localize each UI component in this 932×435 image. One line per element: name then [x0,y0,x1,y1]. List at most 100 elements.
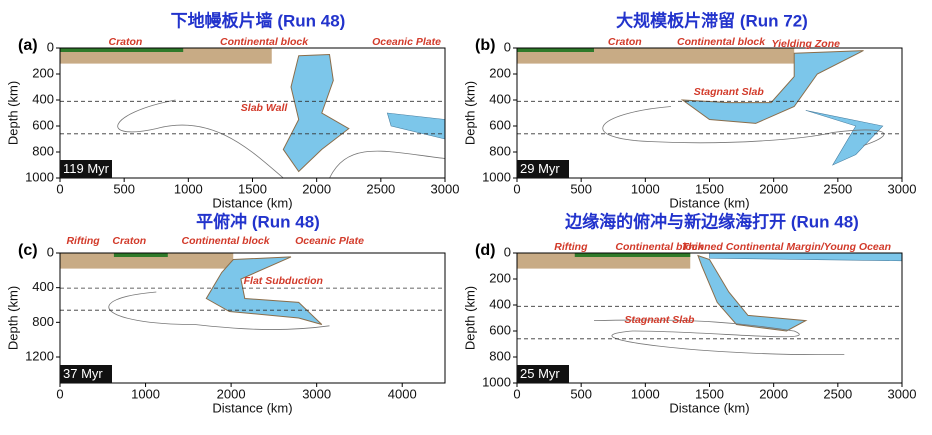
y-axis-label: Depth (km) [462,286,477,350]
x-axis-label: Distance (km) [669,195,749,210]
time-box [517,365,569,383]
panel: 平俯冲 (Run 48) (c) 0 1000 2000 3000 4000 0 400 800 1… [5,211,446,415]
mantle-outline [108,291,330,330]
mantle-outline [117,99,446,179]
y-tick-label: 800 [32,143,54,158]
craton [113,253,168,257]
y-tick-label: 800 [489,348,511,363]
x-tick-label: 3000 [888,386,917,401]
y-tick-label: 400 [489,296,511,311]
slab [680,50,864,124]
craton [574,253,691,257]
x-tick-label: 1000 [631,181,660,196]
mantle-outline [602,106,885,146]
x-tick-label: 1500 [695,181,724,196]
x-tick-label: 2500 [823,181,852,196]
time-label: 25 Myr [520,366,560,381]
panel-letter: (a) [18,37,38,54]
y-tick-label: 800 [32,314,54,329]
y-tick-label: 600 [489,322,511,337]
x-axis-label: Distance (km) [212,195,292,210]
mantle-outline [593,319,845,356]
y-tick-label: 200 [489,65,511,80]
crust [60,253,234,269]
panel-title: 下地幔板片墙 (Run 48) [171,10,346,30]
annotation: Rifting [66,235,100,247]
x-tick-label: 4000 [388,386,417,401]
annotation: Craton [608,36,642,48]
x-tick-label: 500 [113,181,135,196]
y-tick-label: 1000 [25,169,54,184]
x-tick-label: 1500 [695,386,724,401]
time-label: 119 Myr [63,161,110,176]
x-tick-label: 2000 [759,181,788,196]
y-tick-label: 800 [489,143,511,158]
annotation: Oceanic Plate [372,36,441,48]
y-tick-label: 0 [504,39,511,54]
craton [60,48,184,52]
x-tick-label: 0 [56,181,63,196]
panel-letter: (c) [18,242,38,259]
annotation: Continental block [182,235,271,247]
x-tick-label: 3000 [431,181,460,196]
x-tick-label: 1000 [131,386,160,401]
annotation: Craton [112,235,146,247]
y-tick-label: 0 [47,39,54,54]
annotation: Thinned Continental Margin/Young Ocean [682,241,891,253]
annotation: Stagnant Slab [694,86,765,98]
y-axis-label: Depth (km) [5,81,20,145]
time-box [60,365,112,383]
craton [517,48,594,52]
y-tick-label: 200 [32,65,54,80]
y-tick-label: 400 [489,91,511,106]
y-axis-label: Depth (km) [462,81,477,145]
panel: 下地幔板片墙 (Run 48)(a)0 500 1000 1500 2000 2500 30… [5,10,459,210]
panel-letter: (d) [475,242,495,259]
x-tick-label: 500 [570,181,592,196]
x-axis-label: Distance (km) [669,400,749,415]
time-box [60,160,112,178]
y-tick-label: 1200 [25,348,54,363]
x-tick-label: 3000 [888,181,917,196]
annotation: Continental block [220,36,309,48]
panel-title: 大规模板片滞留 (Run 72) [616,10,808,30]
x-tick-label: 1000 [631,386,660,401]
x-tick-label: 2000 [759,386,788,401]
y-tick-label: 200 [489,270,511,285]
panel-title: 平俯冲 (Run 48) [196,211,320,231]
x-tick-label: 2500 [366,181,395,196]
x-axis-label: Distance (km) [212,400,292,415]
x-tick-label: 2000 [217,386,246,401]
annotation: Yielding Zone [772,38,841,50]
annotation: Continental block [677,36,766,48]
x-tick-label: 0 [56,386,63,401]
x-tick-label: 500 [570,386,592,401]
annotation: Flat Subduction [244,275,323,287]
y-tick-label: 0 [504,244,511,259]
x-tick-label: 1000 [174,181,203,196]
annotation: Rifting [554,241,588,253]
x-tick-label: 0 [513,181,520,196]
x-tick-label: 0 [513,386,520,401]
y-tick-label: 1000 [482,374,511,389]
panel-title: 边缘海的俯冲与新边缘海打开 (Run 48) [564,211,859,231]
annotation: Craton [109,36,143,48]
plot-area [60,48,445,178]
plot-area [60,253,445,383]
time-box [517,160,569,178]
slab [697,254,808,332]
slab [282,53,350,173]
y-tick-label: 0 [47,244,54,259]
x-tick-label: 3000 [302,386,331,401]
x-tick-label: 2500 [823,386,852,401]
y-tick-label: 400 [32,91,54,106]
time-label: 29 Myr [520,161,560,176]
panel: 大规模板片滞留 (Run 72)(b)0 500 1000 1500 2000 2500 3… [462,10,916,210]
plot-frame [59,252,446,384]
y-tick-label: 600 [489,117,511,132]
y-axis-label: Depth (km) [5,286,20,350]
time-label: 37 Myr [63,366,103,381]
y-tick-label: 600 [32,117,54,132]
annotation: Continental block [615,241,704,253]
